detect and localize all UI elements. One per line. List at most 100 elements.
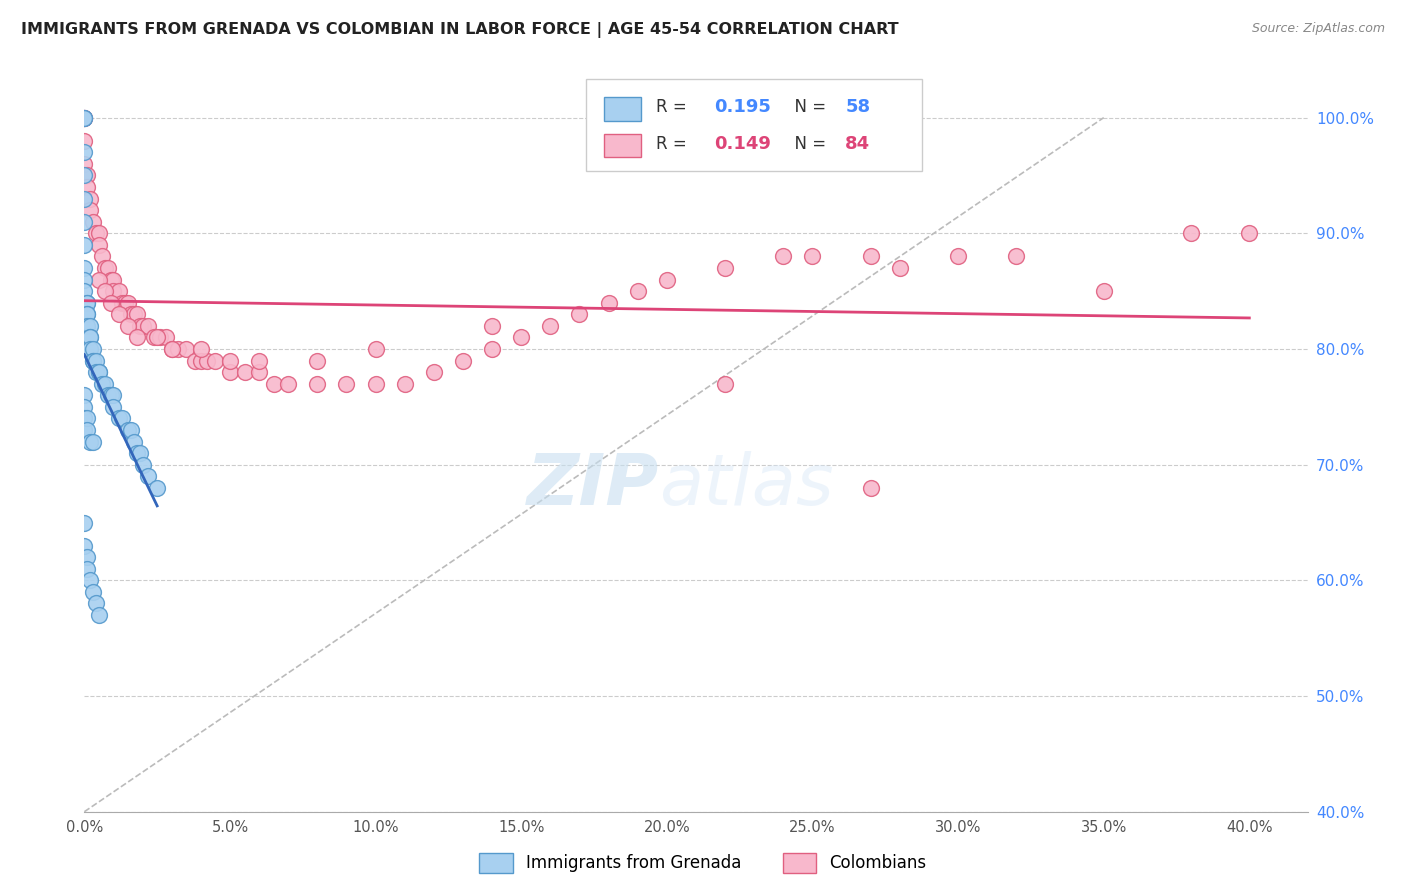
FancyBboxPatch shape xyxy=(586,78,922,171)
Point xyxy=(93,376,115,391)
Point xyxy=(131,458,153,472)
Point xyxy=(655,272,678,286)
Point xyxy=(125,307,148,321)
Point xyxy=(160,342,183,356)
Text: N =: N = xyxy=(785,98,831,116)
Text: N =: N = xyxy=(785,135,831,153)
Point xyxy=(120,307,142,321)
Point xyxy=(946,250,969,264)
Point xyxy=(87,238,110,252)
Point xyxy=(87,272,110,286)
Text: IMMIGRANTS FROM GRENADA VS COLOMBIAN IN LABOR FORCE | AGE 45-54 CORRELATION CHAR: IMMIGRANTS FROM GRENADA VS COLOMBIAN IN … xyxy=(21,22,898,38)
Point xyxy=(87,227,110,241)
Text: atlas: atlas xyxy=(659,451,834,520)
Point xyxy=(122,434,145,449)
Point xyxy=(128,446,150,460)
Point xyxy=(120,423,142,437)
Point xyxy=(76,180,98,194)
Point xyxy=(510,330,533,344)
Point xyxy=(174,342,197,356)
Point xyxy=(73,411,96,425)
Point xyxy=(1005,250,1028,264)
Point xyxy=(73,145,96,160)
Point xyxy=(76,307,98,321)
Point xyxy=(76,423,98,437)
Point xyxy=(166,342,188,356)
Point xyxy=(103,400,125,414)
Point xyxy=(103,388,125,402)
Point xyxy=(103,272,125,286)
Text: ZIP: ZIP xyxy=(527,451,659,520)
Point xyxy=(108,307,131,321)
Point xyxy=(111,411,134,425)
Text: 0.149: 0.149 xyxy=(714,135,772,153)
Point xyxy=(100,388,122,402)
Point xyxy=(79,192,101,206)
Point xyxy=(423,365,446,379)
Point xyxy=(889,260,911,275)
Point xyxy=(114,295,136,310)
Point xyxy=(481,318,503,333)
Point xyxy=(219,365,242,379)
Point xyxy=(82,215,104,229)
Point xyxy=(138,318,160,333)
Point xyxy=(79,434,101,449)
Point xyxy=(125,330,148,344)
Point xyxy=(195,353,218,368)
Point xyxy=(598,295,620,310)
Point xyxy=(73,192,96,206)
Text: 84: 84 xyxy=(845,135,870,153)
Point xyxy=(627,284,650,298)
Point xyxy=(117,423,139,437)
Point xyxy=(73,134,96,148)
Point xyxy=(307,353,329,368)
Point xyxy=(146,330,169,344)
Point xyxy=(87,608,110,623)
Point xyxy=(79,330,101,344)
Point xyxy=(87,365,110,379)
Point xyxy=(73,238,96,252)
Point xyxy=(76,295,98,310)
Point xyxy=(146,481,169,495)
Point xyxy=(122,307,145,321)
Point xyxy=(117,295,139,310)
Point xyxy=(117,318,139,333)
Point xyxy=(76,550,98,565)
Point xyxy=(100,295,122,310)
Point xyxy=(73,111,96,125)
Point xyxy=(568,307,591,321)
Point xyxy=(128,318,150,333)
Point xyxy=(307,376,329,391)
Point xyxy=(73,260,96,275)
Point xyxy=(76,318,98,333)
Text: R =: R = xyxy=(655,98,692,116)
Point xyxy=(108,411,131,425)
Point xyxy=(801,250,824,264)
FancyBboxPatch shape xyxy=(605,97,641,120)
Point xyxy=(335,376,357,391)
Point xyxy=(190,342,212,356)
Point xyxy=(73,423,96,437)
Point xyxy=(364,342,387,356)
Point xyxy=(73,111,96,125)
Point xyxy=(108,284,131,298)
Text: 58: 58 xyxy=(845,98,870,116)
Point xyxy=(79,342,101,356)
Point xyxy=(73,111,96,125)
Point xyxy=(76,562,98,576)
Point xyxy=(82,342,104,356)
Point xyxy=(73,539,96,553)
Point xyxy=(87,365,110,379)
Point xyxy=(263,376,285,391)
Legend: Immigrants from Grenada, Colombians: Immigrants from Grenada, Colombians xyxy=(472,847,934,880)
Point xyxy=(1180,227,1202,241)
Point xyxy=(451,353,474,368)
Point xyxy=(73,516,96,530)
Point xyxy=(143,330,166,344)
Text: Source: ZipAtlas.com: Source: ZipAtlas.com xyxy=(1251,22,1385,36)
Point xyxy=(1092,284,1115,298)
Point xyxy=(364,376,387,391)
Point xyxy=(111,295,134,310)
Point xyxy=(82,353,104,368)
Point xyxy=(190,353,212,368)
